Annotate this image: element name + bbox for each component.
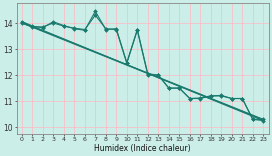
X-axis label: Humidex (Indice chaleur): Humidex (Indice chaleur): [94, 144, 191, 153]
